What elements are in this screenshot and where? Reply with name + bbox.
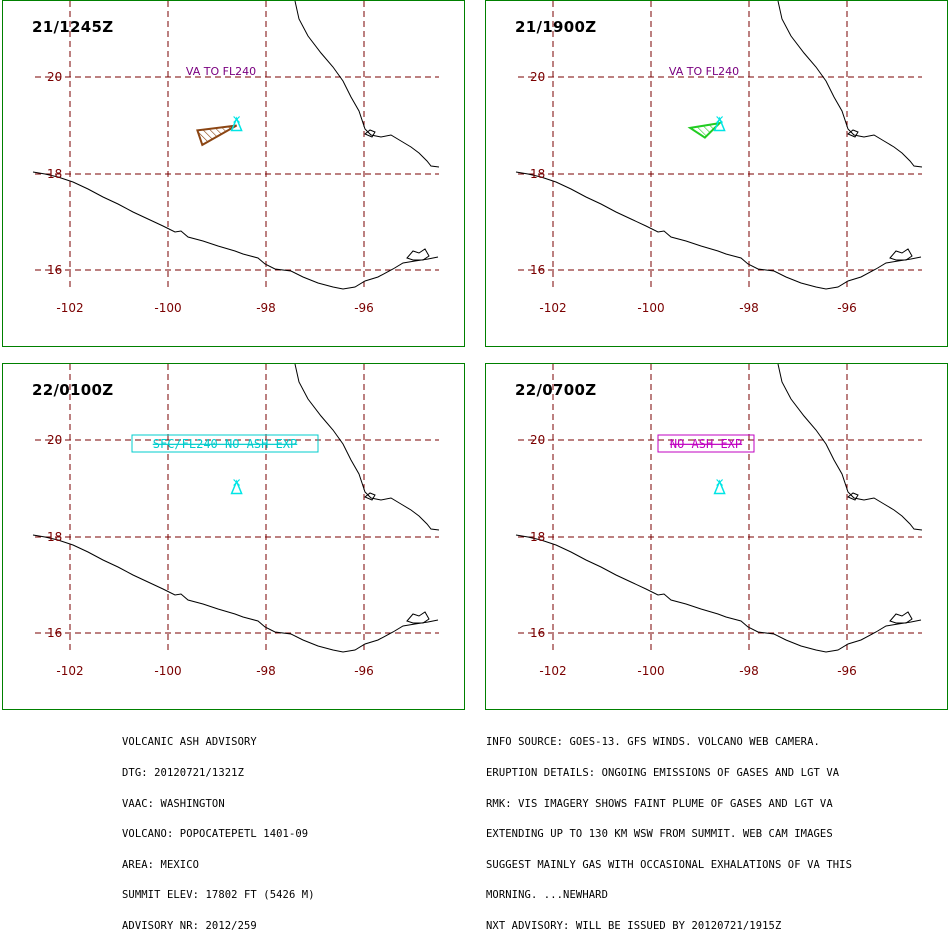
map-panel-4: 20 18 16 -102 -100 -98 -96 NO ASH EXP 22/0700Z [485, 363, 948, 710]
lat-tick-label: 20 [47, 433, 62, 447]
lon-tick-label: -98 [256, 301, 276, 315]
coastline-feature [889, 248, 913, 261]
lat-tick-label: 16 [530, 263, 545, 277]
panel-title-2: 21/1900Z [515, 18, 597, 36]
map-svg-3: 20 18 16 -102 -100 -98 -96 SFC/FL240 NO ASH EXP [32, 364, 440, 678]
lon-tick-label: -102 [539, 664, 566, 678]
advisory-line: AREA: MEXICO [122, 858, 200, 871]
advisory-line: VOLCANIC ASH ADVISORY [122, 736, 257, 749]
lat-tick-label: 16 [47, 626, 62, 640]
lon-tick-label: -96 [354, 664, 374, 678]
lon-tick-label: -100 [637, 664, 664, 678]
annotation-box: NO ASH EXP [657, 434, 755, 453]
coastline-gulf [777, 1, 923, 168]
map-panel-1: 20 18 16 -102 -100 -98 -96 VA TO FL240 21/1245Z [2, 0, 465, 347]
panel-title-4: 22/0700Z [515, 381, 597, 399]
lon-tick-label: -98 [256, 664, 276, 678]
advisory-line: SUGGEST MAINLY GAS WITH OCCASIONAL EXHAL… [486, 858, 853, 871]
coastline-gulf [777, 364, 923, 531]
map-svg-1: 20 18 16 -102 -100 -98 -96 VA TO FL240 [32, 1, 440, 315]
advisory-line: RMK: VIS IMAGERY SHOWS FAINT PLUME OF GA… [486, 797, 833, 810]
coastline-gulf [294, 1, 440, 168]
coastline-pacific [515, 171, 922, 290]
lat-tick-label: 20 [47, 70, 62, 84]
lon-tick-label: -100 [154, 301, 181, 315]
annotation-label: SFC/FL240 NO ASH EXP [153, 437, 298, 451]
advisory-line: INFO SOURCE: GOES-13. GFS WINDS. VOLCANO… [486, 736, 820, 749]
ash-cloud-area [196, 124, 238, 147]
coastline-feature [364, 492, 376, 501]
volcano-icon [713, 479, 726, 495]
lat-tick-label: 16 [47, 263, 62, 277]
volcano-icon [230, 479, 243, 495]
coastline-feature [406, 611, 430, 624]
coastline-feature [847, 129, 859, 138]
lon-tick-label: -100 [154, 664, 181, 678]
map-panel-2: 20 18 16 -102 -100 -98 -96 VA TO FL240 21/1900Z [485, 0, 948, 347]
advisory-text-left: VOLCANIC ASH ADVISORY DTG: 20120721/1321… [122, 717, 315, 941]
coastline-pacific [32, 534, 439, 653]
advisory-line: ADVISORY NR: 2012/259 [122, 919, 257, 932]
coastline-pacific [32, 171, 439, 290]
lat-tick-label: 16 [530, 626, 545, 640]
volcano-icon [230, 116, 243, 132]
lat-tick-label: 18 [530, 530, 545, 544]
panel-title-1: 21/1245Z [32, 18, 114, 36]
coastline-feature [847, 492, 859, 501]
lat-tick-label: 18 [47, 530, 62, 544]
coastline-gulf [294, 364, 440, 531]
lon-tick-label: -102 [56, 664, 83, 678]
advisory-line: VAAC: WASHINGTON [122, 797, 225, 810]
volcano-icon [713, 116, 726, 132]
lat-tick-label: 20 [530, 70, 545, 84]
annotation-label: VA TO FL240 [186, 65, 256, 78]
advisory-line: EXTENDING UP TO 130 KM WSW FROM SUMMIT. … [486, 828, 833, 841]
advisory-line: NXT ADVISORY: WILL BE ISSUED BY 20120721… [486, 919, 782, 932]
lat-tick-label: 18 [47, 167, 62, 181]
map-svg-4: 20 18 16 -102 -100 -98 -96 NO ASH EXP [515, 364, 923, 678]
coastline-feature [889, 611, 913, 624]
lon-tick-label: -102 [56, 301, 83, 315]
annotation-label: VA TO FL240 [669, 65, 739, 78]
annotation-box: SFC/FL240 NO ASH EXP [131, 434, 319, 453]
advisory-line: ERUPTION DETAILS: ONGOING EMISSIONS OF G… [486, 767, 840, 779]
lon-tick-label: -96 [837, 301, 857, 315]
lon-tick-label: -98 [739, 301, 759, 315]
lon-tick-label: -100 [637, 301, 664, 315]
lat-tick-label: 20 [530, 433, 545, 447]
map-panel-3: 20 18 16 -102 -100 -98 -96 SFC/FL240 NO ASH EXP… [2, 363, 465, 710]
advisory-line: DTG: 20120721/1321Z [122, 767, 245, 779]
advisory-line: VOLCANO: POPOCATEPETL 1401-09 [122, 828, 309, 841]
ash-cloud-area [687, 121, 723, 139]
lon-tick-label: -102 [539, 301, 566, 315]
advisory-line: MORNING. ...NEWHARD [486, 889, 609, 902]
annotation-label: NO ASH EXP [670, 437, 742, 451]
coastline-pacific [515, 534, 922, 653]
panel-title-3: 22/0100Z [32, 381, 114, 399]
map-svg-2: 20 18 16 -102 -100 -98 -96 VA TO FL240 [515, 1, 923, 315]
lon-tick-label: -98 [739, 664, 759, 678]
lat-tick-label: 18 [530, 167, 545, 181]
advisory-text-right: INFO SOURCE: GOES-13. GFS WINDS. VOLCANO… [486, 717, 852, 941]
lon-tick-label: -96 [354, 301, 374, 315]
coastline-feature [364, 129, 376, 138]
advisory-line: SUMMIT ELEV: 17802 FT (5426 M) [122, 889, 315, 902]
coastline-feature [406, 248, 430, 261]
lon-tick-label: -96 [837, 664, 857, 678]
